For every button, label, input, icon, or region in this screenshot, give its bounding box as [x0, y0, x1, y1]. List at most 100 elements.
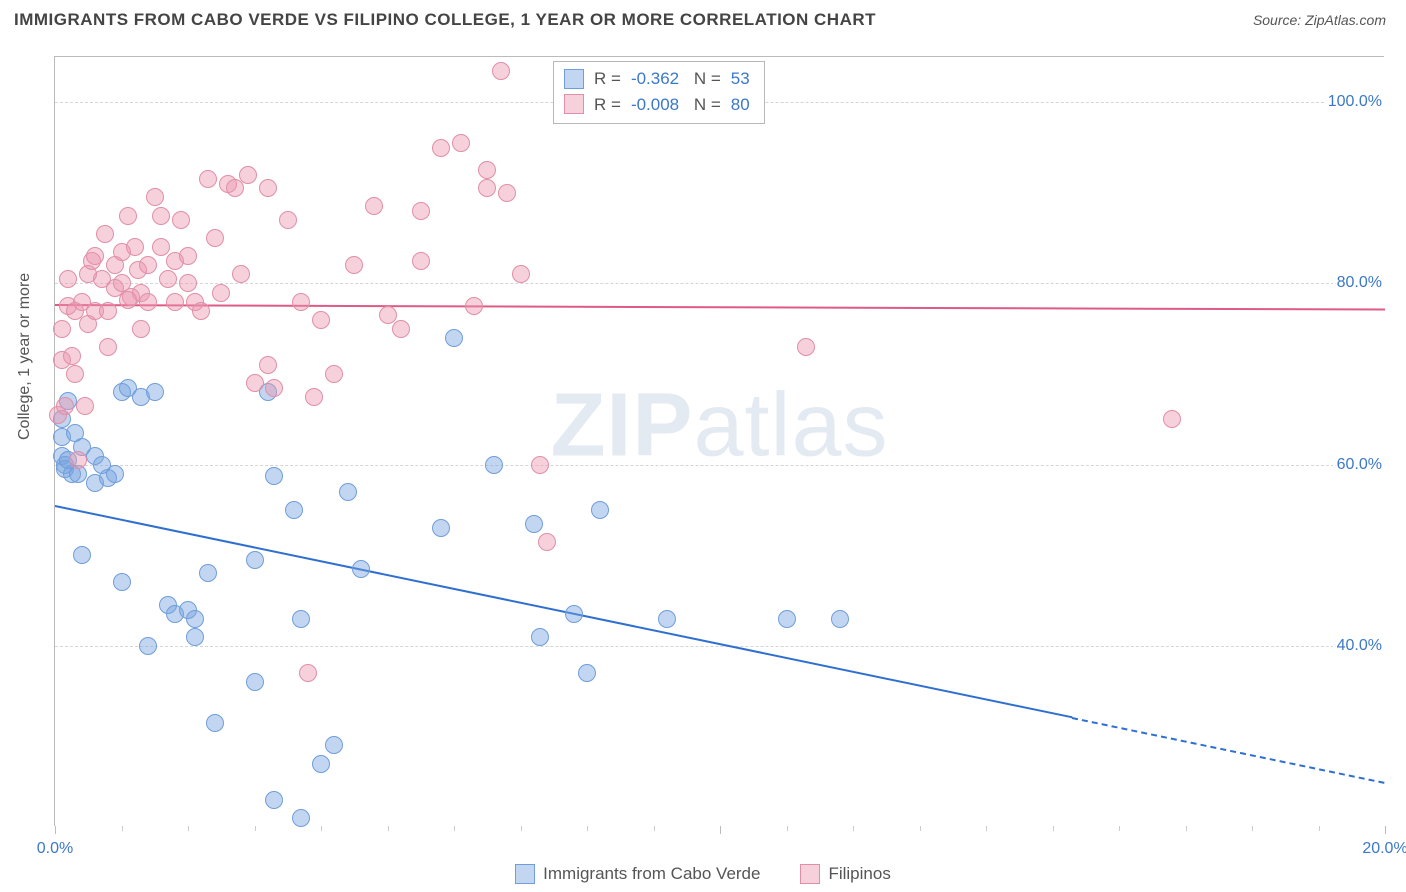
x-tick-minor	[654, 826, 655, 831]
marker-cabo_verde	[146, 383, 164, 401]
x-tick	[720, 826, 721, 834]
marker-cabo_verde	[265, 467, 283, 485]
plot-surface: ZIPatlas 40.0%60.0%80.0%100.0%0.0%20.0%	[55, 57, 1384, 826]
y-tick-label: 100.0%	[1324, 93, 1386, 111]
marker-filipinos	[232, 265, 250, 283]
stat-n-filipinos: 80	[731, 92, 750, 118]
marker-filipinos	[432, 139, 450, 157]
gridline	[55, 646, 1384, 647]
stat-n-cabo-verde: 53	[731, 66, 750, 92]
stat-label-r: R =	[594, 66, 621, 92]
x-tick-minor	[388, 826, 389, 831]
gridline	[55, 283, 1384, 284]
stats-row-filipinos: R = -0.008 N = 80	[564, 92, 750, 118]
marker-filipinos	[206, 229, 224, 247]
marker-filipinos	[259, 179, 277, 197]
legend-label-filipinos: Filipinos	[828, 864, 890, 884]
marker-cabo_verde	[658, 610, 676, 628]
x-tick-minor	[1319, 826, 1320, 831]
marker-filipinos	[146, 188, 164, 206]
marker-filipinos	[56, 397, 74, 415]
marker-filipinos	[139, 256, 157, 274]
marker-cabo_verde	[246, 673, 264, 691]
x-tick-minor	[1119, 826, 1120, 831]
marker-filipinos	[538, 533, 556, 551]
stats-legend: R = -0.362 N = 53 R = -0.008 N = 80	[553, 61, 765, 124]
source-attribution: Source: ZipAtlas.com	[1253, 12, 1386, 28]
marker-filipinos	[86, 247, 104, 265]
marker-cabo_verde	[265, 791, 283, 809]
x-tick-minor	[920, 826, 921, 831]
x-tick-minor	[122, 826, 123, 831]
marker-filipinos	[365, 197, 383, 215]
x-tick-minor	[188, 826, 189, 831]
marker-filipinos	[159, 270, 177, 288]
marker-cabo_verde	[445, 329, 463, 347]
trend-line-cabo_verde	[1072, 717, 1385, 784]
marker-filipinos	[265, 379, 283, 397]
marker-filipinos	[172, 211, 190, 229]
marker-filipinos	[179, 247, 197, 265]
marker-filipinos	[212, 284, 230, 302]
marker-filipinos	[152, 207, 170, 225]
marker-filipinos	[63, 347, 81, 365]
x-tick-minor	[521, 826, 522, 831]
marker-filipinos	[392, 320, 410, 338]
marker-cabo_verde	[285, 501, 303, 519]
marker-filipinos	[246, 374, 264, 392]
marker-cabo_verde	[246, 551, 264, 569]
marker-filipinos	[345, 256, 363, 274]
marker-filipinos	[126, 238, 144, 256]
legend-swatch-cabo-verde	[515, 864, 535, 884]
legend-item-filipinos: Filipinos	[800, 864, 890, 884]
marker-filipinos	[1163, 410, 1181, 428]
marker-cabo_verde	[531, 628, 549, 646]
marker-filipinos	[119, 207, 137, 225]
marker-filipinos	[325, 365, 343, 383]
marker-cabo_verde	[591, 501, 609, 519]
x-tick-minor	[1252, 826, 1253, 831]
watermark: ZIPatlas	[550, 375, 888, 478]
source-prefix: Source:	[1253, 12, 1305, 28]
marker-filipinos	[531, 456, 549, 474]
marker-filipinos	[312, 311, 330, 329]
chart-title: IMMIGRANTS FROM CABO VERDE VS FILIPINO C…	[14, 10, 876, 30]
marker-filipinos	[179, 274, 197, 292]
swatch-cabo-verde	[564, 69, 584, 89]
header: IMMIGRANTS FROM CABO VERDE VS FILIPINO C…	[0, 0, 1406, 38]
marker-cabo_verde	[485, 456, 503, 474]
stat-r-cabo-verde: -0.362	[631, 66, 679, 92]
marker-cabo_verde	[565, 605, 583, 623]
x-tick-minor	[1053, 826, 1054, 831]
chart-area: ZIPatlas 40.0%60.0%80.0%100.0%0.0%20.0% …	[54, 56, 1384, 826]
y-axis-label: College, 1 year or more	[16, 273, 34, 440]
marker-filipinos	[53, 320, 71, 338]
marker-filipinos	[292, 293, 310, 311]
marker-filipinos	[139, 293, 157, 311]
x-tick-minor	[787, 826, 788, 831]
marker-filipinos	[797, 338, 815, 356]
legend-swatch-filipinos	[800, 864, 820, 884]
x-tick-minor	[1186, 826, 1187, 831]
marker-filipinos	[299, 664, 317, 682]
marker-cabo_verde	[206, 714, 224, 732]
marker-filipinos	[279, 211, 297, 229]
x-tick-minor	[587, 826, 588, 831]
marker-filipinos	[119, 291, 137, 309]
marker-cabo_verde	[339, 483, 357, 501]
marker-filipinos	[498, 184, 516, 202]
x-tick-minor	[853, 826, 854, 831]
x-tick-minor	[986, 826, 987, 831]
marker-cabo_verde	[73, 546, 91, 564]
marker-cabo_verde	[292, 610, 310, 628]
marker-cabo_verde	[106, 465, 124, 483]
marker-filipinos	[478, 161, 496, 179]
x-tick-minor	[454, 826, 455, 831]
marker-filipinos	[512, 265, 530, 283]
marker-cabo_verde	[778, 610, 796, 628]
marker-filipinos	[452, 134, 470, 152]
marker-filipinos	[478, 179, 496, 197]
x-tick-label: 20.0%	[1362, 840, 1406, 858]
marker-filipinos	[239, 166, 257, 184]
marker-filipinos	[99, 338, 117, 356]
